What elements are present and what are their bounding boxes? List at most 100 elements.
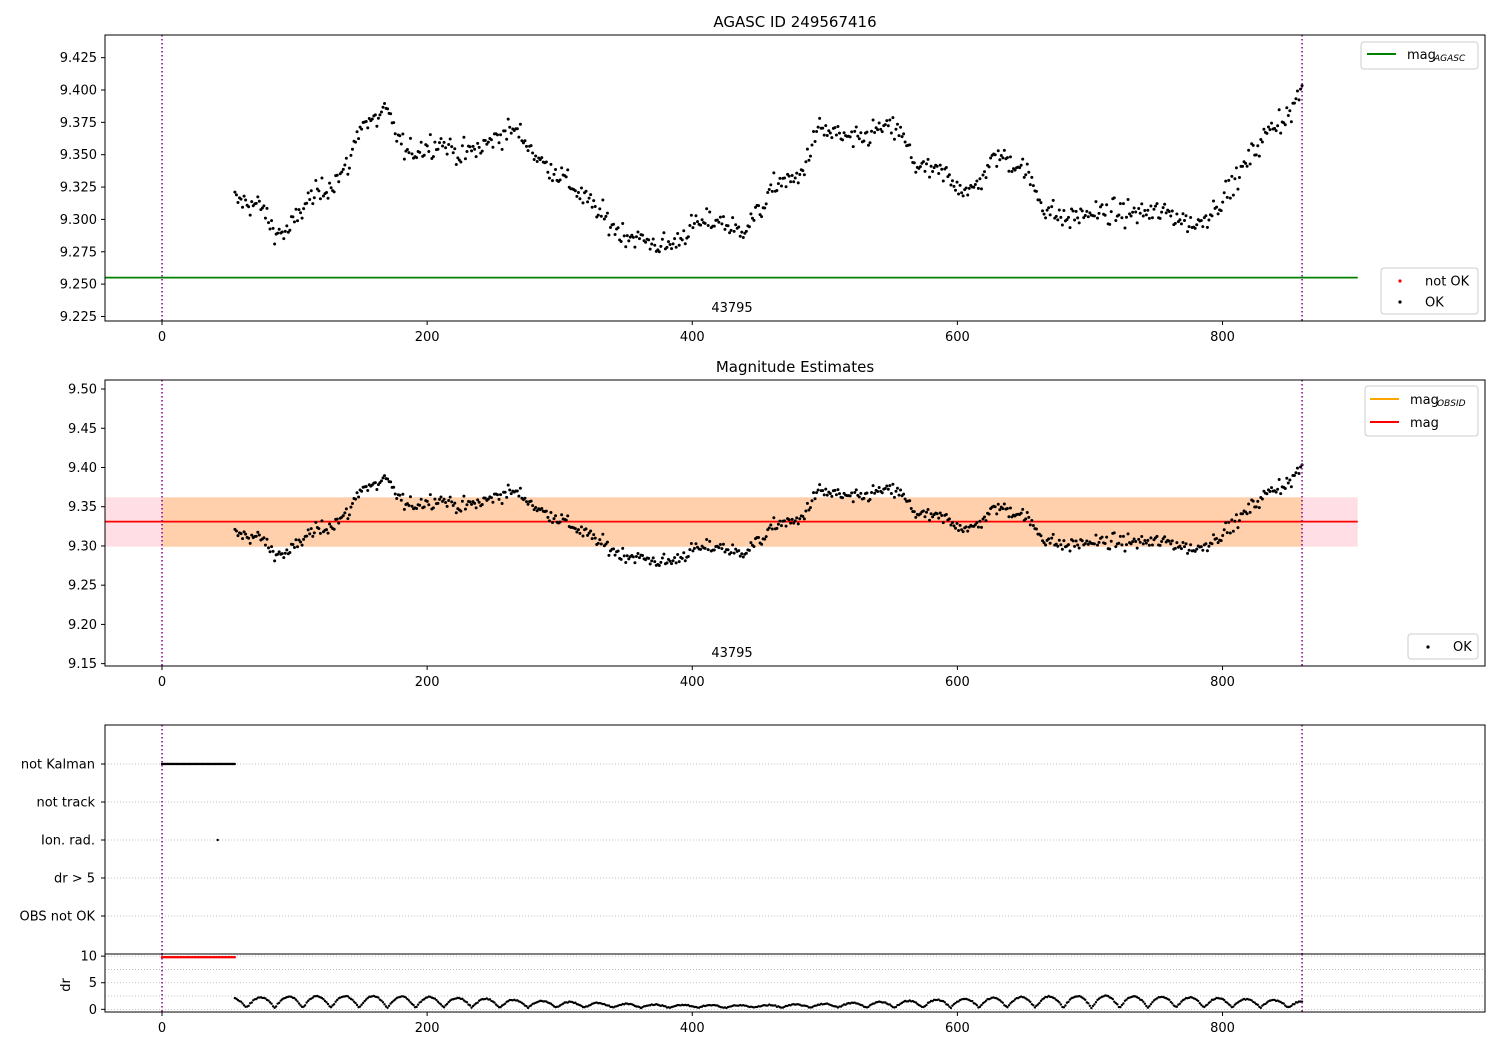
ok-point: [989, 156, 993, 160]
ok-point: [718, 543, 722, 547]
ok-point: [853, 491, 857, 495]
dr-ok-point: [354, 1001, 357, 1005]
panel-2-title: Magnitude Estimates: [716, 358, 874, 376]
panel-3-frame: [104, 724, 1486, 955]
ok-point: [1247, 148, 1251, 152]
ok-point: [306, 191, 310, 195]
ok-point: [1276, 487, 1280, 491]
ok-point: [789, 521, 793, 525]
ok-point: [857, 137, 861, 141]
ok-point: [1112, 531, 1116, 535]
ok-point: [599, 214, 603, 218]
ok-point: [521, 141, 525, 145]
panel-1-frame: [104, 34, 1486, 322]
ok-point: [1219, 209, 1223, 213]
ok-point: [631, 555, 635, 559]
ok-point: [332, 190, 336, 194]
ok-point: [993, 505, 997, 509]
ok-point: [1073, 218, 1077, 222]
ok-point: [1140, 202, 1144, 206]
ok-point: [808, 154, 812, 158]
ok-point: [627, 557, 631, 561]
dr-ok-point: [1053, 997, 1056, 1000]
x-tick-label-800: 800: [1210, 330, 1235, 345]
ok-point: [402, 507, 406, 511]
ok-point: [1080, 539, 1084, 543]
dr-ok-point: [1149, 1002, 1153, 1006]
ok-point: [558, 520, 562, 524]
y-tick-label-9.425: 9.425: [60, 51, 97, 66]
ok-point: [720, 222, 724, 226]
ok-point: [665, 561, 669, 565]
ok-point: [929, 164, 933, 168]
ok-point: [590, 537, 594, 541]
ok-point: [248, 541, 252, 545]
ok-point: [787, 174, 791, 178]
ok-point: [952, 524, 956, 528]
ok-point: [784, 524, 788, 528]
dr-ok-point: [389, 1002, 392, 1005]
ok-point: [921, 509, 925, 513]
ok-point: [841, 496, 845, 500]
dr-ok-point: [1264, 1002, 1267, 1006]
ok-point: [506, 483, 510, 487]
ok-point: [470, 502, 474, 506]
ok-point: [1082, 216, 1086, 220]
ok-point: [705, 207, 709, 211]
ok-point: [752, 545, 756, 549]
ok-point: [558, 178, 562, 182]
dr-ok-point: [1140, 998, 1143, 1002]
ok-point: [578, 197, 582, 201]
ok-point: [601, 198, 605, 202]
ok-point: [410, 504, 414, 508]
dr-ok-point: [1146, 1006, 1150, 1009]
ok-point: [1121, 534, 1125, 538]
x-tick-label-200: 200: [415, 330, 440, 345]
ok-point: [641, 553, 645, 557]
ok-point: [694, 214, 698, 218]
ok-point: [1187, 225, 1191, 229]
ok-point: [1279, 131, 1283, 135]
ok-point: [564, 518, 568, 522]
ok-point: [1050, 205, 1054, 209]
ok-point: [682, 551, 686, 555]
dr-ok-point: [461, 997, 464, 1001]
ok-point: [1076, 216, 1080, 220]
ok-point: [1265, 131, 1269, 135]
ok-point: [850, 130, 854, 134]
dr-ok-point: [270, 1002, 273, 1005]
ok-point: [961, 194, 965, 198]
ok-point: [871, 118, 875, 122]
ok-point: [1277, 108, 1281, 112]
ok-point: [1045, 208, 1049, 212]
ok-point: [244, 198, 248, 202]
ok-point: [486, 140, 490, 144]
ok-point: [877, 486, 881, 490]
dr-ok-point: [974, 1002, 977, 1005]
ok-point: [392, 121, 396, 125]
ok-point: [262, 204, 266, 208]
ok-point: [899, 488, 903, 492]
ok-point: [924, 162, 928, 166]
flag-label-dr-5: dr > 5: [54, 872, 95, 887]
ok-point: [1131, 540, 1135, 544]
ok-point: [489, 138, 493, 142]
ok-point: [1100, 203, 1104, 207]
legend-ok-marker: [1398, 300, 1402, 304]
ok-point: [1199, 219, 1203, 223]
ok-point: [405, 148, 409, 152]
ok-point: [276, 552, 280, 556]
ok-point: [1066, 543, 1070, 547]
ok-point: [633, 245, 637, 249]
ok-point: [1025, 510, 1029, 514]
ok-point: [668, 243, 672, 247]
ok-point: [909, 156, 913, 160]
ok-point: [670, 247, 674, 251]
dr-ok-point: [1084, 998, 1087, 1002]
ok-point: [908, 143, 912, 147]
ok-point: [877, 121, 881, 125]
ok-point: [1074, 539, 1078, 543]
ok-point: [1147, 543, 1151, 547]
dr-ok-point: [1198, 1001, 1201, 1005]
dr-ok-point: [1119, 1005, 1122, 1009]
